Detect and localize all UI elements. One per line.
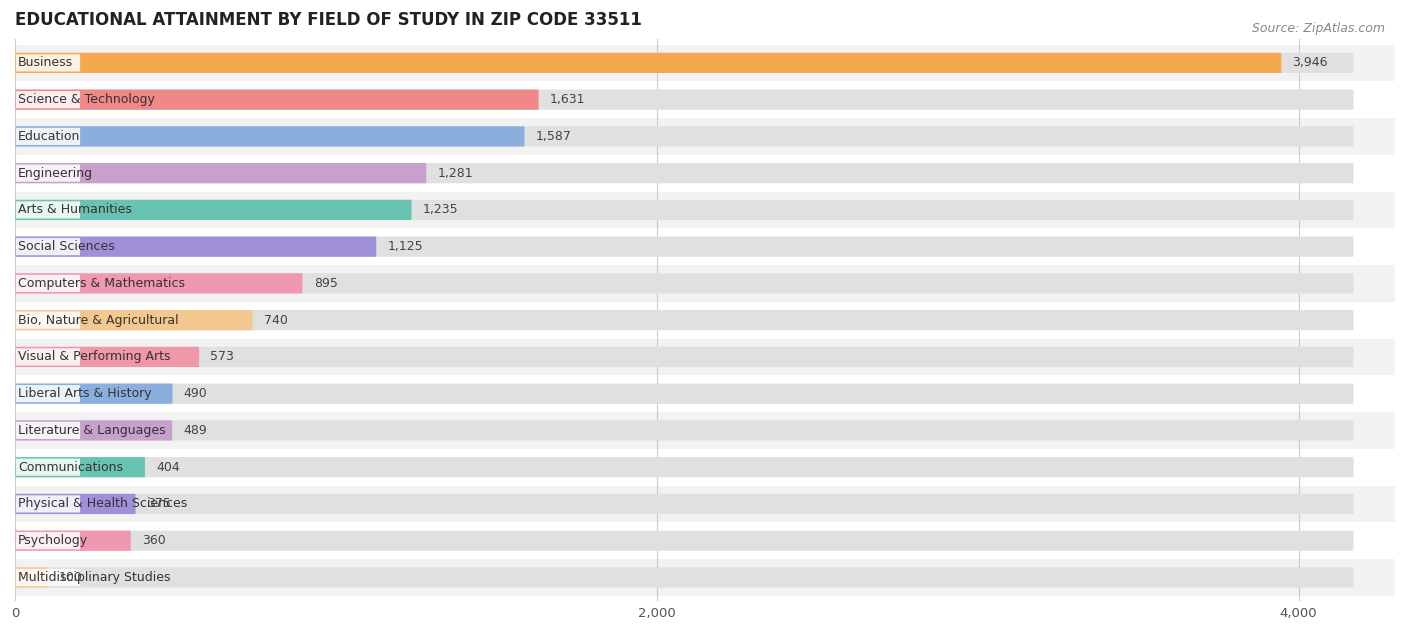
Text: Science & Technology: Science & Technology <box>18 93 155 106</box>
Bar <box>15 339 1395 375</box>
FancyBboxPatch shape <box>15 457 145 477</box>
FancyBboxPatch shape <box>15 494 1354 514</box>
Text: 1,281: 1,281 <box>437 167 474 180</box>
Text: Psychology: Psychology <box>18 534 89 547</box>
FancyBboxPatch shape <box>15 495 80 512</box>
Text: 573: 573 <box>211 350 235 363</box>
FancyBboxPatch shape <box>15 422 80 439</box>
Bar <box>15 559 1395 596</box>
FancyBboxPatch shape <box>15 90 1354 110</box>
Bar <box>15 302 1395 339</box>
FancyBboxPatch shape <box>15 569 80 586</box>
Bar <box>15 375 1395 412</box>
Bar <box>15 265 1395 302</box>
Text: Education: Education <box>18 130 80 143</box>
Text: Physical & Health Sciences: Physical & Health Sciences <box>18 497 187 510</box>
Text: Engineering: Engineering <box>18 167 93 180</box>
Bar <box>15 449 1395 486</box>
FancyBboxPatch shape <box>15 312 80 329</box>
Text: 1,631: 1,631 <box>550 93 585 106</box>
Bar <box>15 486 1395 522</box>
FancyBboxPatch shape <box>15 457 1354 477</box>
FancyBboxPatch shape <box>15 532 80 549</box>
FancyBboxPatch shape <box>15 347 1354 367</box>
FancyBboxPatch shape <box>15 385 80 403</box>
Text: 3,946: 3,946 <box>1292 56 1329 69</box>
Text: Visual & Performing Arts: Visual & Performing Arts <box>18 350 170 363</box>
FancyBboxPatch shape <box>15 348 80 365</box>
FancyBboxPatch shape <box>15 237 1354 257</box>
Text: Literature & Languages: Literature & Languages <box>18 424 166 437</box>
FancyBboxPatch shape <box>15 126 524 146</box>
FancyBboxPatch shape <box>15 237 377 257</box>
Text: 740: 740 <box>264 314 288 327</box>
FancyBboxPatch shape <box>15 54 80 71</box>
FancyBboxPatch shape <box>15 384 1354 404</box>
Text: 404: 404 <box>156 461 180 474</box>
FancyBboxPatch shape <box>15 531 131 551</box>
FancyBboxPatch shape <box>15 91 80 109</box>
Text: 360: 360 <box>142 534 166 547</box>
FancyBboxPatch shape <box>15 494 135 514</box>
FancyBboxPatch shape <box>15 347 200 367</box>
Bar <box>15 192 1395 228</box>
Text: EDUCATIONAL ATTAINMENT BY FIELD OF STUDY IN ZIP CODE 33511: EDUCATIONAL ATTAINMENT BY FIELD OF STUDY… <box>15 11 643 29</box>
Text: 1,587: 1,587 <box>536 130 572 143</box>
FancyBboxPatch shape <box>15 200 412 220</box>
Text: Source: ZipAtlas.com: Source: ZipAtlas.com <box>1251 22 1385 35</box>
Bar <box>15 155 1395 192</box>
FancyBboxPatch shape <box>15 200 1354 220</box>
Bar <box>15 412 1395 449</box>
Bar <box>15 45 1395 81</box>
Text: Liberal Arts & History: Liberal Arts & History <box>18 387 152 400</box>
FancyBboxPatch shape <box>15 90 538 110</box>
FancyBboxPatch shape <box>15 53 1354 73</box>
Text: Social Sciences: Social Sciences <box>18 240 115 253</box>
FancyBboxPatch shape <box>15 310 1354 330</box>
FancyBboxPatch shape <box>15 420 1354 440</box>
FancyBboxPatch shape <box>15 420 172 440</box>
FancyBboxPatch shape <box>15 531 1354 551</box>
FancyBboxPatch shape <box>15 567 1354 587</box>
FancyBboxPatch shape <box>15 459 80 476</box>
FancyBboxPatch shape <box>15 384 173 404</box>
Text: 490: 490 <box>184 387 208 400</box>
FancyBboxPatch shape <box>15 273 302 293</box>
Text: 1,125: 1,125 <box>388 240 423 253</box>
FancyBboxPatch shape <box>15 238 80 256</box>
Text: Arts & Humanities: Arts & Humanities <box>18 203 132 216</box>
Text: 895: 895 <box>314 277 337 290</box>
FancyBboxPatch shape <box>15 310 253 330</box>
FancyBboxPatch shape <box>15 163 426 183</box>
Bar <box>15 228 1395 265</box>
Text: Bio, Nature & Agricultural: Bio, Nature & Agricultural <box>18 314 179 327</box>
Text: 100: 100 <box>59 571 83 584</box>
Text: Communications: Communications <box>18 461 122 474</box>
FancyBboxPatch shape <box>15 165 80 182</box>
FancyBboxPatch shape <box>15 273 1354 293</box>
Text: 1,235: 1,235 <box>423 203 458 216</box>
FancyBboxPatch shape <box>15 275 80 292</box>
FancyBboxPatch shape <box>15 567 48 587</box>
FancyBboxPatch shape <box>15 201 80 218</box>
Text: 375: 375 <box>146 497 170 510</box>
Bar <box>15 118 1395 155</box>
FancyBboxPatch shape <box>15 53 1281 73</box>
Text: 489: 489 <box>183 424 207 437</box>
Text: Business: Business <box>18 56 73 69</box>
FancyBboxPatch shape <box>15 126 1354 146</box>
Text: Multidisciplinary Studies: Multidisciplinary Studies <box>18 571 170 584</box>
Bar <box>15 81 1395 118</box>
Bar <box>15 522 1395 559</box>
FancyBboxPatch shape <box>15 163 1354 183</box>
FancyBboxPatch shape <box>15 128 80 145</box>
Text: Computers & Mathematics: Computers & Mathematics <box>18 277 184 290</box>
